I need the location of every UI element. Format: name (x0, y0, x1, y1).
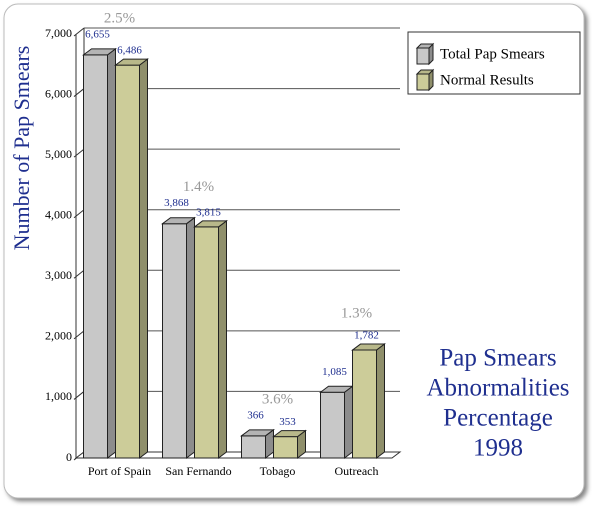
data-label: 3,868 (164, 197, 189, 209)
y-tick-label: 2,000 (45, 329, 72, 343)
bar (114, 58, 149, 459)
data-label: 3,815 (196, 206, 221, 218)
y-tick-label: 1,000 (45, 389, 72, 403)
x-tick-label: Outreach (335, 464, 379, 478)
x-tick-label: Tobago (260, 464, 296, 478)
chart-title: Pap Smears (439, 345, 556, 372)
legend-box (407, 31, 581, 95)
data-label: 366 (247, 409, 264, 421)
bar (240, 428, 275, 459)
chart-title: Abnormalities (426, 375, 569, 402)
bar (193, 219, 228, 459)
legend-label: Total Pap Smears (440, 46, 545, 62)
y-tick-label: 3,000 (45, 268, 72, 282)
annotation: 2.5% (104, 10, 135, 26)
bar (319, 385, 354, 459)
y-tick-label: 0 (66, 450, 72, 464)
legend-swatch (415, 68, 435, 92)
bar (161, 216, 196, 459)
annotation: 1.3% (341, 305, 372, 321)
x-tick-label: Port of Spain (88, 464, 151, 478)
data-label: 6,486 (117, 45, 142, 57)
bar (272, 429, 307, 459)
data-label: 353 (279, 416, 296, 428)
chart-title: 1998 (473, 435, 523, 462)
annotation: 1.4% (183, 179, 214, 195)
y-axis-title: Number of Pap Smears (9, 46, 34, 251)
y-tick-label: 4,000 (45, 207, 72, 221)
y-tick-label: 5,000 (45, 147, 72, 161)
legend-swatch (415, 42, 435, 66)
chart-title: Percentage (443, 405, 553, 432)
bar (82, 47, 117, 459)
frame (3, 3, 585, 499)
legend-label: Normal Results (440, 72, 534, 88)
annotation: 3.6% (262, 391, 293, 407)
data-label: 1,782 (354, 330, 379, 342)
data-label: 6,655 (85, 28, 110, 40)
y-tick-label: 7,000 (45, 26, 72, 40)
y-tick-label: 6,000 (45, 86, 72, 100)
bar (351, 343, 386, 459)
data-label: 1,085 (322, 366, 347, 378)
x-tick-label: San Fernando (165, 464, 231, 478)
